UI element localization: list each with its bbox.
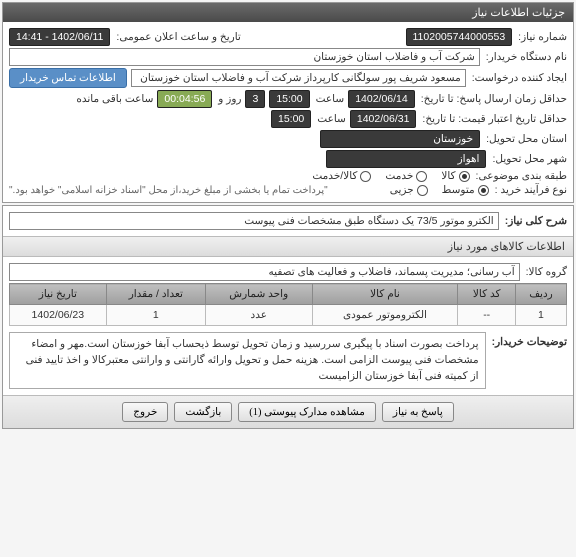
need-panel: شرح کلی نیاز: الکترو موتور 73/5 یک دستگا… — [2, 205, 574, 429]
row-category: طبقه بندی موضوعی: کالا خدمت کالا/خدمت — [9, 170, 567, 182]
radio-label: کالا — [441, 170, 455, 182]
req-no-value: 1102005744000553 — [406, 28, 513, 46]
cat-option[interactable]: خدمت — [385, 170, 427, 182]
footer-buttons: پاسخ به نیاز مشاهده مدارک پیوستی (1) باز… — [3, 395, 573, 428]
contact-buyer-button[interactable]: اطلاعات تماس خریدار — [9, 68, 127, 88]
days-value: 3 — [245, 90, 265, 108]
panel-title: جزئیات اطلاعات نیاز — [472, 7, 565, 19]
radio-label: متوسط — [442, 184, 475, 196]
province-value: خوزستان — [320, 130, 480, 148]
panel-header: جزئیات اطلاعات نیاز — [3, 3, 573, 22]
radio-icon — [360, 171, 371, 182]
row-buyer: نام دستگاه خریدار: شرکت آب و فاضلاب استا… — [9, 48, 567, 66]
validity-date: 1402/06/31 — [350, 110, 417, 128]
table-header-cell: نام کالا — [312, 284, 458, 305]
table-cell: الکتروموتور عمودی — [312, 305, 458, 326]
deadline-label: حداقل زمان ارسال پاسخ: تا تاریخ: — [421, 93, 567, 105]
city-value: اهواز — [326, 150, 486, 168]
table-head-row: ردیفکد کالانام کالاواحد شمارشتعداد / مقد… — [10, 284, 567, 305]
table-cell: 1402/06/23 — [10, 305, 107, 326]
row-province: استان محل تحویل: خوزستان — [9, 130, 567, 148]
row-proc: نوع فرآیند خرید : متوسط جزیی "پرداخت تمام… — [9, 184, 567, 196]
table-cell: -- — [458, 305, 515, 326]
panel-body: شماره نیاز: 1102005744000553 تاریخ و ساع… — [3, 22, 573, 202]
row-validity: حداقل تاریخ اعتبار قیمت: تا تاریخ: 1402/… — [9, 110, 567, 128]
table-header-cell: تاریخ نیاز — [10, 284, 107, 305]
row-deadline: حداقل زمان ارسال پاسخ: تا تاریخ: 1402/06… — [9, 90, 567, 108]
table-cell: 1 — [106, 305, 205, 326]
proc-option[interactable]: جزیی — [390, 184, 428, 196]
cat-label: طبقه بندی موضوعی: — [476, 170, 567, 182]
exit-button[interactable]: خروج — [122, 402, 168, 422]
timer: 00:04:56 — [157, 90, 212, 108]
pub-dt-label: تاریخ و ساعت اعلان عمومی: — [116, 31, 240, 43]
radio-label: خدمت — [385, 170, 413, 182]
goods-table: ردیفکد کالانام کالاواحد شمارشتعداد / مقد… — [9, 283, 567, 326]
row-creator: ایجاد کننده درخواست: مسعود شریف پور سولگ… — [9, 68, 567, 88]
row-req-no: شماره نیاز: 1102005744000553 تاریخ و ساع… — [9, 28, 567, 46]
radio-label: جزیی — [390, 184, 414, 196]
validity-label: حداقل تاریخ اعتبار قیمت: تا تاریخ: — [422, 113, 567, 125]
buyer-value: شرکت آب و فاضلاب استان خوزستان — [9, 48, 480, 66]
table-header-cell: تعداد / مقدار — [106, 284, 205, 305]
radio-icon — [417, 185, 428, 196]
hour-label-2: ساعت — [317, 113, 346, 125]
pub-dt-value: 1402/06/11 - 14:41 — [9, 28, 110, 46]
goods-group-label: گروه کالا: — [526, 266, 567, 278]
table-cell: 1 — [515, 305, 566, 326]
buyer-label: نام دستگاه خریدار: — [486, 51, 567, 63]
proc-radio-group: متوسط جزیی — [390, 184, 489, 196]
province-label: استان محل تحویل: — [486, 133, 567, 145]
table-row[interactable]: 1--الکتروموتور عمودیعدد11402/06/23 — [10, 305, 567, 326]
cat-radio-group: کالا خدمت کالا/خدمت — [312, 170, 469, 182]
buyer-note-label: توضیحات خریدار: — [492, 332, 567, 348]
need-title-value: الکترو موتور 73/5 یک دستگاه طبق مشخصات ف… — [9, 212, 499, 230]
proc-option[interactable]: متوسط — [442, 184, 489, 196]
hour-label-1: ساعت — [316, 93, 345, 105]
row-buyer-note: توضیحات خریدار: پرداخت بصورت اسناد با پی… — [9, 332, 567, 389]
req-no-label: شماره نیاز: — [518, 31, 567, 43]
table-header-cell: ردیف — [515, 284, 566, 305]
main-panel: جزئیات اطلاعات نیاز شماره نیاز: 11020057… — [2, 2, 574, 203]
radio-icon — [478, 185, 489, 196]
need-title-label: شرح کلی نیاز: — [505, 215, 567, 227]
cat-option[interactable]: کالا — [441, 170, 469, 182]
back-button[interactable]: بازگشت — [174, 402, 232, 422]
deadline-hour: 15:00 — [269, 90, 309, 108]
proc-note: "پرداخت تمام یا بخشی از مبلغ خرید،از محل… — [9, 185, 328, 196]
radio-icon — [459, 171, 470, 182]
remaining-label: ساعت باقی مانده — [76, 93, 153, 105]
row-need-title: شرح کلی نیاز: الکترو موتور 73/5 یک دستگا… — [9, 212, 567, 230]
respond-button[interactable]: پاسخ به نیاز — [382, 402, 454, 422]
goods-group-value: آب رسانی؛ مدیریت پسماند، فاضلاب و فعالیت… — [9, 263, 520, 281]
table-cell: عدد — [205, 305, 312, 326]
radio-label: کالا/خدمت — [312, 170, 357, 182]
deadline-date: 1402/06/14 — [348, 90, 415, 108]
creator-label: ایجاد کننده درخواست: — [472, 72, 567, 84]
radio-icon — [416, 171, 427, 182]
city-label: شهر محل تحویل: — [492, 153, 567, 165]
table-header-cell: کد کالا — [458, 284, 515, 305]
creator-value: مسعود شریف پور سولگانی کارپرداز شرکت آب … — [131, 69, 466, 87]
row-city: شهر محل تحویل: اهواز — [9, 150, 567, 168]
cat-option[interactable]: کالا/خدمت — [312, 170, 371, 182]
buyer-note-text: پرداخت بصورت اسناد با پیگیری سررسید و زم… — [9, 332, 486, 389]
day-label: روز و — [218, 93, 241, 105]
row-goods-group: گروه کالا: آب رسانی؛ مدیریت پسماند، فاضل… — [9, 263, 567, 281]
goods-section-title: اطلاعات کالاهای مورد نیاز — [3, 236, 573, 257]
proc-label: نوع فرآیند خرید : — [495, 184, 567, 196]
table-header-cell: واحد شمارش — [205, 284, 312, 305]
validity-hour: 15:00 — [271, 110, 311, 128]
attachments-button[interactable]: مشاهده مدارک پیوستی (1) — [238, 402, 376, 422]
